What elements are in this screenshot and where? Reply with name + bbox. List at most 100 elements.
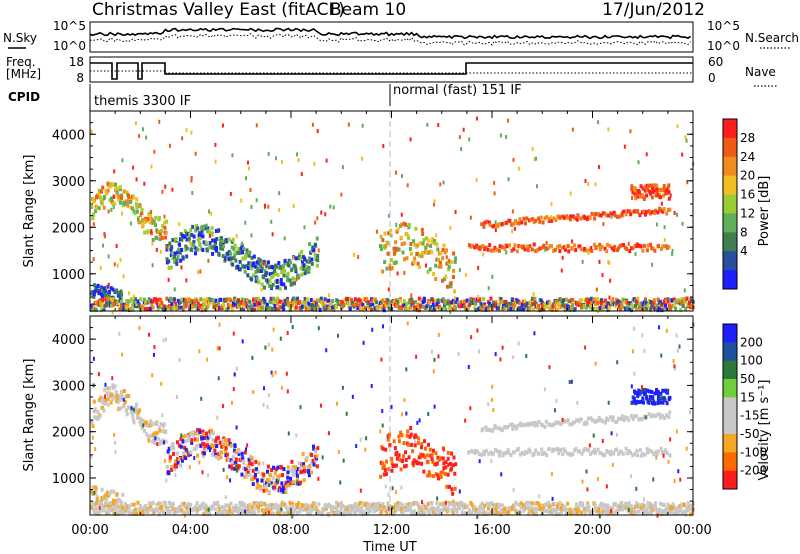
data-cell [99,285,103,290]
data-cell [629,474,632,479]
data-cell [95,501,99,506]
data-cell [183,433,187,438]
data-cell [250,459,254,464]
data-cell [603,510,607,515]
data-cell [605,242,609,247]
data-cell [171,442,175,447]
data-cell [160,505,164,510]
data-cell [104,382,107,387]
data-cell [538,219,542,224]
data-cell [486,427,490,432]
data-cell [422,439,426,444]
data-cell [437,354,440,359]
data-cell [500,428,503,433]
data-cell [353,511,357,516]
data-cell [301,260,305,265]
data-cell [199,297,203,302]
data-cell [395,222,398,227]
data-cell [402,441,406,446]
data-cell [350,298,354,303]
data-cell [265,477,269,482]
data-cell [503,425,507,430]
y-tick-label: 1000 [52,268,85,283]
data-cell [681,152,684,157]
data-cell [198,349,201,354]
data-cell [388,510,392,515]
data-cell [195,298,199,303]
data-cell [267,508,271,513]
data-cell [307,266,311,271]
data-cell [166,505,170,510]
data-cell [645,447,649,452]
data-cell [514,426,518,431]
data-cell [409,502,413,507]
data-cell [274,504,278,509]
data-cell [278,264,282,269]
data-cell [435,242,439,247]
data-cell [656,210,660,215]
data-cell [337,450,340,455]
colorbar-segment [723,194,737,214]
data-cell [170,464,174,469]
data-cell [670,298,674,303]
data-cell [104,394,107,399]
data-cell [201,432,205,437]
data-cell [509,452,513,457]
data-cell [327,431,330,436]
data-cell [416,420,419,425]
data-cell [97,414,101,419]
data-cell [669,193,672,198]
data-cell [412,458,416,463]
data-cell [478,459,481,464]
data-cell [173,260,177,265]
data-cell [527,218,531,223]
data-cell [463,502,467,507]
data-cell [198,241,202,246]
data-cell [223,506,227,511]
data-cell [208,511,212,516]
data-cell [112,489,116,494]
data-cell [92,305,96,310]
data-cell [532,511,536,516]
data-cell [235,425,238,430]
data-cell [365,296,369,301]
data-cell [666,388,670,393]
data-cell [117,197,121,202]
data-cell [629,450,633,455]
data-cell [118,331,121,336]
data-cell [533,331,536,336]
data-cell [657,394,661,399]
data-cell [202,226,206,231]
data-cell [212,244,216,249]
data-cell [295,277,298,282]
velocity-ylabel: Slant Range [km] [22,359,37,472]
data-cell [215,444,219,449]
data-cell [227,438,231,443]
data-cell [231,301,235,306]
data-cell [457,352,460,357]
data-cell [119,289,123,294]
data-cell [556,298,560,303]
data-cell [540,509,544,514]
data-cell [417,461,421,466]
data-cell [585,421,589,426]
data-cell [95,288,99,293]
data-cell [366,510,370,515]
data-cell [312,299,316,304]
data-cell [468,302,472,307]
data-cell [371,327,374,332]
data-cell [108,491,112,496]
data-cell [543,508,547,513]
data-cell [115,288,119,293]
data-cell [451,307,455,312]
data-cell [654,414,658,419]
data-cell [267,483,270,488]
data-cell [420,445,424,450]
data-cell [265,302,269,307]
data-cell [395,456,399,461]
data-cell [658,396,662,401]
data-cell [357,303,361,308]
data-cell [277,488,281,493]
data-cell [483,220,487,225]
data-cell [150,220,154,225]
